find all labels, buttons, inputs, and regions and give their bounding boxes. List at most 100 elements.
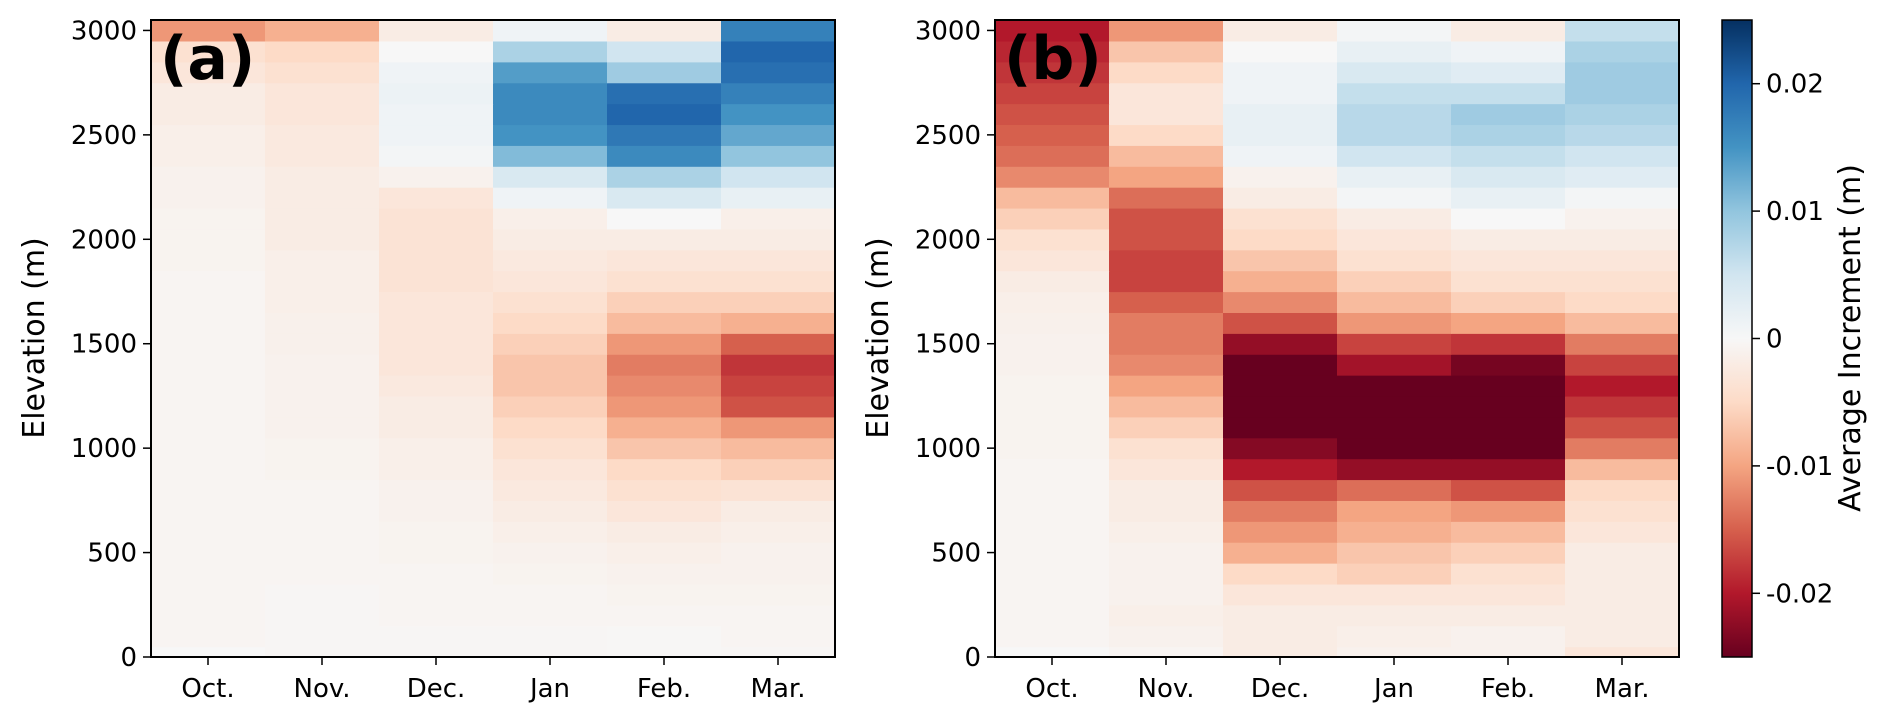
heatmap-cell	[1565, 395, 1680, 418]
heatmap-cell	[1337, 249, 1452, 272]
heatmap-cell	[721, 249, 836, 272]
heatmap-cell	[1337, 458, 1452, 481]
heatmap-cell	[151, 187, 266, 209]
heatmap-cell	[607, 333, 722, 355]
heatmap-cell	[721, 312, 836, 334]
y-tick-label: 2500	[915, 121, 981, 151]
heatmap-cell	[1451, 458, 1566, 481]
heatmap-cell	[1223, 500, 1338, 522]
heatmap-b-frame	[994, 19, 1680, 658]
heatmap-cell	[1109, 500, 1224, 522]
heatmap-cell	[1565, 103, 1680, 126]
heatmap-cell	[721, 437, 836, 460]
heatmap-cell	[607, 375, 722, 397]
heatmap-cell	[1565, 61, 1680, 84]
heatmap-cell	[995, 228, 1110, 251]
heatmap-cell	[607, 625, 722, 648]
heatmap-cell	[1223, 40, 1338, 63]
heatmap-cell	[1109, 103, 1224, 126]
heatmap-cell	[379, 583, 494, 606]
colorbar: 0.02 0.01 0 -0.01 -0.02 Average Increment (m…	[1721, 19, 1868, 658]
x-tick-label: Dec.	[407, 674, 466, 704]
heatmap-cell	[1109, 437, 1224, 460]
heatmap-cell	[607, 416, 722, 439]
heatmap-cell	[995, 291, 1110, 313]
y-tick-label: 1500	[71, 330, 137, 360]
heatmap-cell	[721, 395, 836, 418]
heatmap-cell	[1223, 583, 1338, 606]
y-tick-label: 2000	[915, 225, 981, 255]
heatmap-cell	[1223, 20, 1338, 42]
heatmap-b-y-axis: 0 500 1000 1500 2000 2500 3000	[915, 16, 995, 673]
heatmap-cell	[1109, 166, 1224, 188]
heatmap-cell	[607, 249, 722, 272]
heatmap-cell	[379, 145, 494, 167]
heatmap-cell	[265, 291, 380, 313]
heatmap-cell	[1337, 40, 1452, 63]
heatmap-cell	[493, 312, 608, 334]
heatmap-cell	[151, 354, 266, 376]
y-tick-label: 500	[931, 539, 981, 569]
heatmap-cell	[1223, 291, 1338, 313]
heatmap-cell	[1451, 583, 1566, 606]
heatmap-cell	[1565, 646, 1680, 658]
heatmap-cell	[1223, 521, 1338, 543]
heatmap-cell	[379, 187, 494, 209]
heatmap-cell	[265, 563, 380, 585]
heatmap-cell	[721, 458, 836, 481]
heatmap-cell	[1565, 312, 1680, 334]
heatmap-cell	[1223, 145, 1338, 167]
y-tick-label: 1000	[71, 434, 137, 464]
colorbar-tick-label: -0.01	[1766, 452, 1833, 482]
heatmap-cell	[1565, 625, 1680, 648]
heatmap-cell	[1109, 583, 1224, 606]
heatmap-cell	[151, 228, 266, 251]
heatmap-cell	[1451, 166, 1566, 188]
heatmap-cell	[151, 479, 266, 501]
heatmap-cell	[721, 333, 836, 355]
heatmap-cell	[1451, 187, 1566, 209]
y-tick-label: 500	[87, 539, 137, 569]
heatmap-cell	[721, 103, 836, 126]
heatmap-cell	[721, 228, 836, 251]
heatmap-cell	[379, 500, 494, 522]
heatmap-cell	[1109, 82, 1224, 105]
heatmap-cell	[1109, 458, 1224, 481]
heatmap-cell	[379, 20, 494, 42]
heatmap-b-ylabel: Elevation (m)	[861, 237, 896, 439]
heatmap-cell	[1337, 521, 1452, 543]
heatmap-cell	[1223, 207, 1338, 230]
heatmap-cell	[721, 40, 836, 63]
heatmap-cell	[1337, 354, 1452, 376]
heatmap-cell	[493, 145, 608, 167]
heatmap-cell	[151, 145, 266, 167]
heatmap-cell	[1223, 61, 1338, 84]
heatmap-cell	[151, 20, 266, 42]
heatmap-cell	[1109, 646, 1224, 658]
heatmap-cell	[1109, 604, 1224, 627]
heatmap-cell	[1451, 375, 1566, 397]
heatmap-cell	[721, 625, 836, 648]
heatmap-cell	[721, 500, 836, 522]
heatmap-cell	[1565, 82, 1680, 105]
heatmap-cell	[265, 124, 380, 146]
heatmap-cell	[1337, 395, 1452, 418]
heatmap-cell	[721, 542, 836, 564]
heatmap-cell	[607, 228, 722, 251]
heatmap-cell	[493, 20, 608, 42]
heatmap-cell	[995, 40, 1110, 63]
heatmap-cell	[151, 375, 266, 397]
heatmap-cell	[1223, 395, 1338, 418]
heatmap-cell	[379, 124, 494, 146]
heatmap-cell	[607, 61, 722, 84]
heatmap-cell	[607, 479, 722, 501]
heatmap-a-cells	[151, 20, 836, 658]
y-tick-label: 2000	[71, 225, 137, 255]
heatmap-cell	[995, 61, 1110, 84]
heatmap-cell	[493, 563, 608, 585]
y-tick-label: 1000	[915, 434, 981, 464]
heatmap-cell	[1223, 563, 1338, 585]
heatmap-cell	[379, 82, 494, 105]
heatmap-cell	[1337, 166, 1452, 188]
heatmap-cell	[151, 416, 266, 439]
